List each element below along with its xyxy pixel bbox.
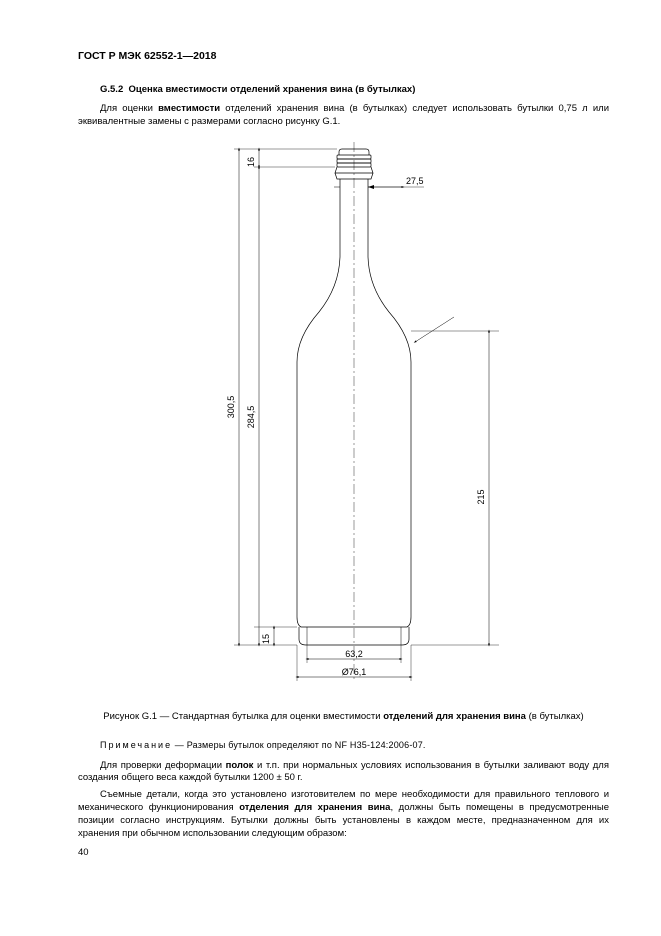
figure-caption-bold: отделений для хранения вина (383, 711, 526, 722)
dim-inner-diameter: 63,2 (345, 649, 363, 659)
figure-g1: 300,5 284,5 16 15 27,5 215 63,2 Ø76,1 (78, 137, 609, 697)
intro-paragraph: Для оценки вместимости отделений хранени… (78, 103, 609, 129)
note: Примечание — Размеры бутылок определяют … (78, 740, 609, 750)
dim-neck-width: 27,5 (406, 176, 424, 186)
paragraph-3: Съемные детали, когда это установлено из… (78, 789, 609, 840)
note-text: — Размеры бутылок определяют по NF H35-1… (172, 740, 426, 750)
dim-cap-height: 16 (246, 157, 256, 167)
note-label: Примечание (100, 740, 172, 750)
section-number: G.5.2 (100, 84, 123, 95)
dim-shoulder-height: 215 (476, 489, 486, 504)
dim-total-height: 300,5 (226, 395, 236, 418)
figure-caption-prefix: Рисунок G.1 — Стандартная бутылка для оц… (103, 711, 383, 722)
figure-caption-suffix: (в бутылках) (526, 711, 584, 722)
bottle-diagram: 300,5 284,5 16 15 27,5 215 63,2 Ø76,1 (159, 137, 529, 697)
page-number: 40 (78, 847, 609, 858)
dim-outer-diameter: Ø76,1 (341, 667, 366, 677)
document-header: ГОСТ Р МЭК 62552-1—2018 (78, 50, 609, 62)
dim-base-rim: 15 (261, 634, 271, 644)
dim-body-height: 284,5 (246, 405, 256, 428)
section-heading: G.5.2 Оценка вместимости отделений хране… (78, 84, 609, 95)
section-title: Оценка вместимости отделений хранения ви… (129, 84, 416, 95)
figure-caption: Рисунок G.1 — Стандартная бутылка для оц… (78, 711, 609, 722)
paragraph-2: Для проверки деформации полок и т.п. при… (78, 760, 609, 786)
